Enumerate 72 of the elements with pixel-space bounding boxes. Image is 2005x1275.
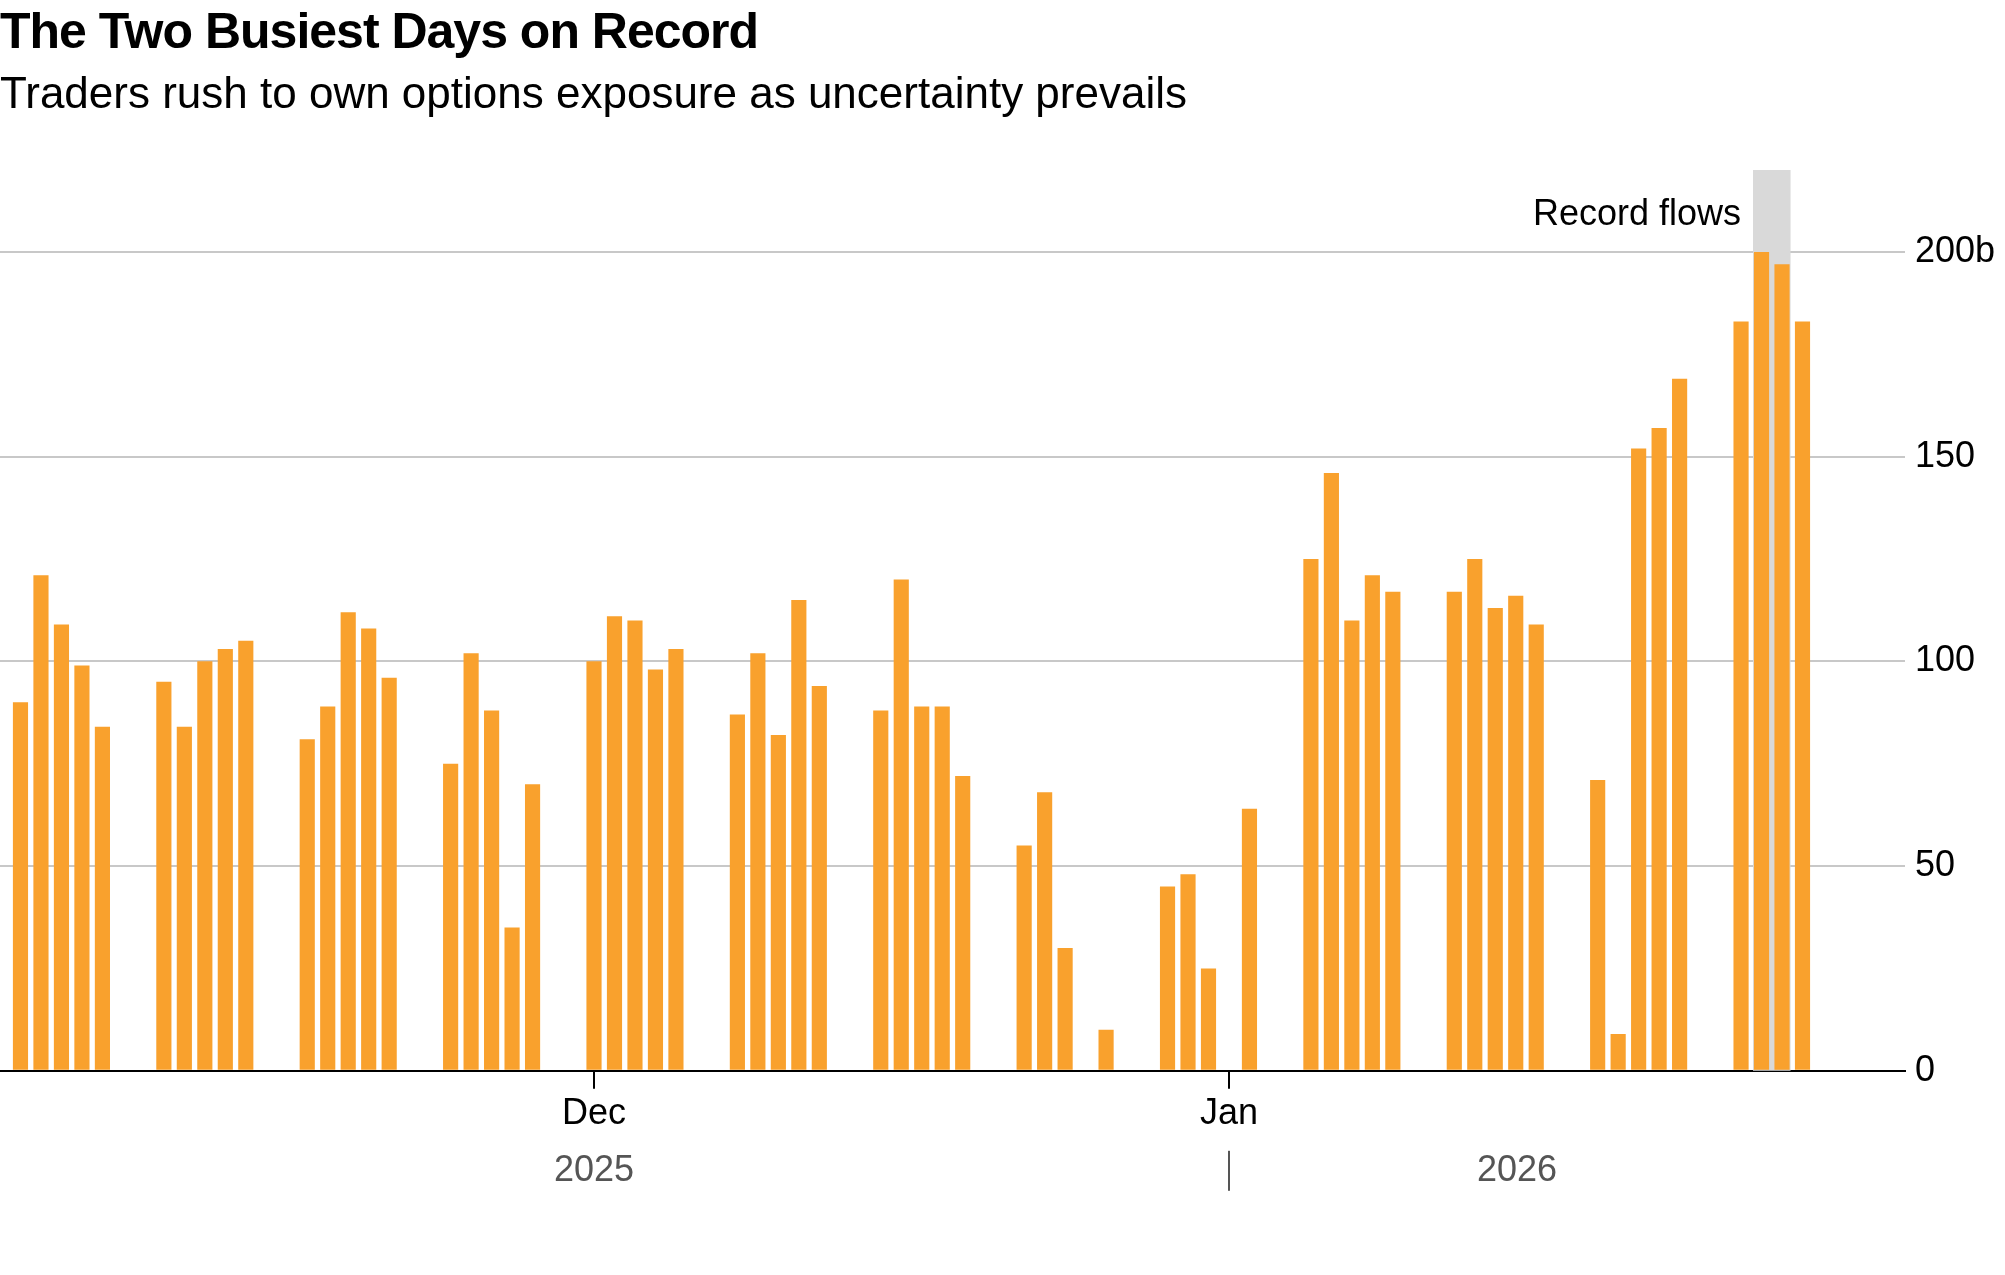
bar — [504, 927, 520, 1070]
bar — [750, 653, 766, 1070]
x-tick-label: Dec — [561, 1091, 627, 1133]
bar — [463, 653, 479, 1070]
bar — [33, 575, 49, 1070]
bar — [1098, 1029, 1114, 1070]
bar — [53, 624, 70, 1070]
bar — [914, 706, 930, 1070]
bar — [299, 739, 315, 1070]
bar — [1303, 558, 1319, 1070]
text: 2026 — [1476, 1147, 1557, 1189]
bar — [811, 685, 827, 1070]
bar — [1508, 595, 1524, 1070]
bar — [1794, 321, 1811, 1070]
bar — [94, 726, 110, 1070]
bar — [1200, 968, 1217, 1070]
bar — [238, 640, 254, 1070]
bar — [1323, 473, 1339, 1070]
bar — [934, 706, 950, 1070]
bar — [484, 710, 500, 1070]
bar — [524, 784, 541, 1070]
bar — [668, 649, 684, 1070]
bar — [873, 710, 889, 1070]
bar — [1446, 591, 1462, 1070]
band-label: Record flows — [1532, 191, 1741, 233]
bar — [1241, 808, 1258, 1070]
bar — [1590, 780, 1606, 1070]
bar — [443, 763, 459, 1070]
bar — [770, 735, 786, 1070]
bar — [1364, 575, 1380, 1070]
bar — [627, 620, 643, 1070]
bar — [381, 677, 397, 1070]
bar — [1057, 947, 1073, 1070]
bar — [1528, 624, 1544, 1070]
y-tick-label: 100 — [1914, 638, 1975, 680]
bar — [176, 726, 192, 1070]
chart-title: The Two Busiest Days on Record — [0, 2, 759, 60]
bar — [1385, 591, 1401, 1070]
bar — [1467, 558, 1483, 1070]
bar — [893, 579, 909, 1070]
bar — [1631, 448, 1647, 1070]
y-tick-label: 0 — [1914, 1047, 1935, 1089]
bar — [217, 649, 233, 1070]
bar — [1037, 792, 1053, 1070]
bar — [197, 661, 213, 1070]
bar — [1651, 427, 1667, 1070]
bar — [729, 714, 745, 1070]
bar — [606, 616, 623, 1070]
bar — [955, 775, 971, 1070]
bar — [361, 628, 377, 1070]
bar — [74, 665, 90, 1070]
bar — [1016, 845, 1032, 1070]
y-tick-label: 200b — [1914, 228, 1996, 270]
bar — [1672, 378, 1688, 1070]
bar — [1487, 608, 1503, 1070]
text: 2025 — [553, 1147, 635, 1189]
bar — [1344, 620, 1360, 1070]
bar — [1733, 321, 1749, 1070]
bar — [1610, 1033, 1626, 1070]
bar — [340, 612, 356, 1070]
bar — [320, 706, 336, 1070]
bar — [156, 681, 172, 1070]
x-tick-label: Jan — [1199, 1091, 1258, 1133]
chart-subtitle: Traders rush to own options exposure as uncertainty prevails — [0, 68, 1187, 118]
bar — [647, 669, 664, 1070]
bar — [586, 661, 602, 1070]
bar — [1180, 874, 1196, 1070]
bar — [12, 702, 29, 1070]
bar — [791, 599, 807, 1070]
bar — [1159, 886, 1176, 1070]
y-tick-label: 50 — [1914, 842, 1955, 884]
y-tick-label: 150 — [1914, 433, 1975, 475]
